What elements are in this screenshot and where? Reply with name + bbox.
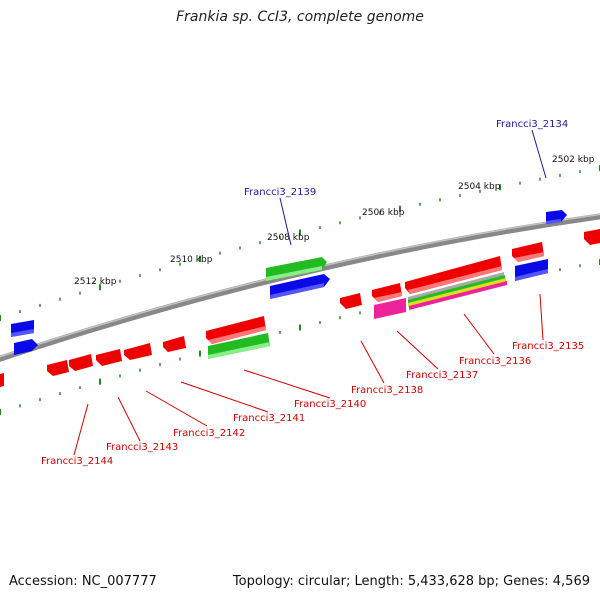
scale-label-2508: 2508 kbp bbox=[267, 233, 310, 243]
gene-francci3-2141[interactable] bbox=[163, 336, 186, 352]
scale-ticks-outer bbox=[0, 165, 600, 321]
gene-francci3-2134[interactable] bbox=[546, 210, 567, 224]
gene-label-francci3-2142[interactable]: Francci3_2142 bbox=[173, 428, 245, 439]
gene-label-francci3-2136[interactable]: Francci3_2136 bbox=[459, 356, 531, 367]
scale-label-2512: 2512 kbp bbox=[74, 277, 117, 287]
gene-red-reverse-2601[interactable] bbox=[584, 229, 600, 245]
gene-blue-forward-d[interactable] bbox=[14, 339, 38, 355]
gene-label-francci3-2141[interactable]: Francci3_2141 bbox=[233, 413, 305, 424]
gene-red-reverse-2137b[interactable] bbox=[372, 283, 402, 302]
scale-label-2502: 2502 kbp bbox=[552, 155, 595, 165]
gene-blue-forward-a[interactable] bbox=[270, 274, 330, 299]
gene-francci3-2144[interactable] bbox=[47, 360, 69, 376]
genome-summary-text: Topology: circular; Length: 5,433,628 bp… bbox=[232, 574, 590, 589]
gene-francci3-2136-features[interactable] bbox=[408, 272, 507, 310]
gene-francci3-2143[interactable] bbox=[96, 349, 122, 366]
leader-lines bbox=[73, 129, 547, 456]
gene-label-francci3-2137[interactable]: Francci3_2137 bbox=[406, 370, 478, 381]
gene-francci3-2135[interactable] bbox=[512, 242, 544, 262]
gene-francci3-2144-a[interactable] bbox=[69, 354, 93, 371]
gene-label-francci3-2135[interactable]: Francci3_2135 bbox=[512, 341, 584, 352]
gene-francci3-2142[interactable] bbox=[124, 343, 152, 360]
map-title: Frankia sp. CcI3, complete genome bbox=[176, 9, 424, 25]
scale-label-2504: 2504 kbp bbox=[458, 182, 501, 192]
gene-francci3-2136[interactable] bbox=[405, 256, 502, 294]
gene-blue-forward-c[interactable] bbox=[11, 320, 34, 337]
gene-label-francci3-2138[interactable]: Francci3_2138 bbox=[351, 385, 423, 396]
gene-label-francci3-2143[interactable]: Francci3_2143 bbox=[106, 442, 178, 453]
gene-francci3-2138[interactable] bbox=[340, 293, 362, 309]
gene-red-reverse-2140a[interactable] bbox=[206, 316, 266, 344]
scale-label-2506: 2506 kbp bbox=[362, 208, 405, 218]
gene-blue-forward-b[interactable] bbox=[515, 259, 548, 281]
accession-text: Accession: NC_007777 bbox=[9, 574, 157, 589]
gene-label-francci3-2139[interactable]: Francci3_2139 bbox=[244, 187, 316, 198]
gene-francci3-2139[interactable] bbox=[266, 257, 327, 281]
gene-francci3-2140[interactable] bbox=[208, 333, 270, 359]
scale-label-2510: 2510 kbp bbox=[170, 255, 213, 265]
gene-label-francci3-2144[interactable]: Francci3_2144 bbox=[41, 456, 113, 467]
gene-francci3-2137[interactable] bbox=[374, 298, 406, 319]
gene-red-reverse-edge[interactable] bbox=[0, 373, 4, 387]
gene-label-francci3-2134[interactable]: Francci3_2134 bbox=[496, 119, 568, 130]
gene-label-francci3-2140[interactable]: Francci3_2140 bbox=[294, 399, 366, 410]
